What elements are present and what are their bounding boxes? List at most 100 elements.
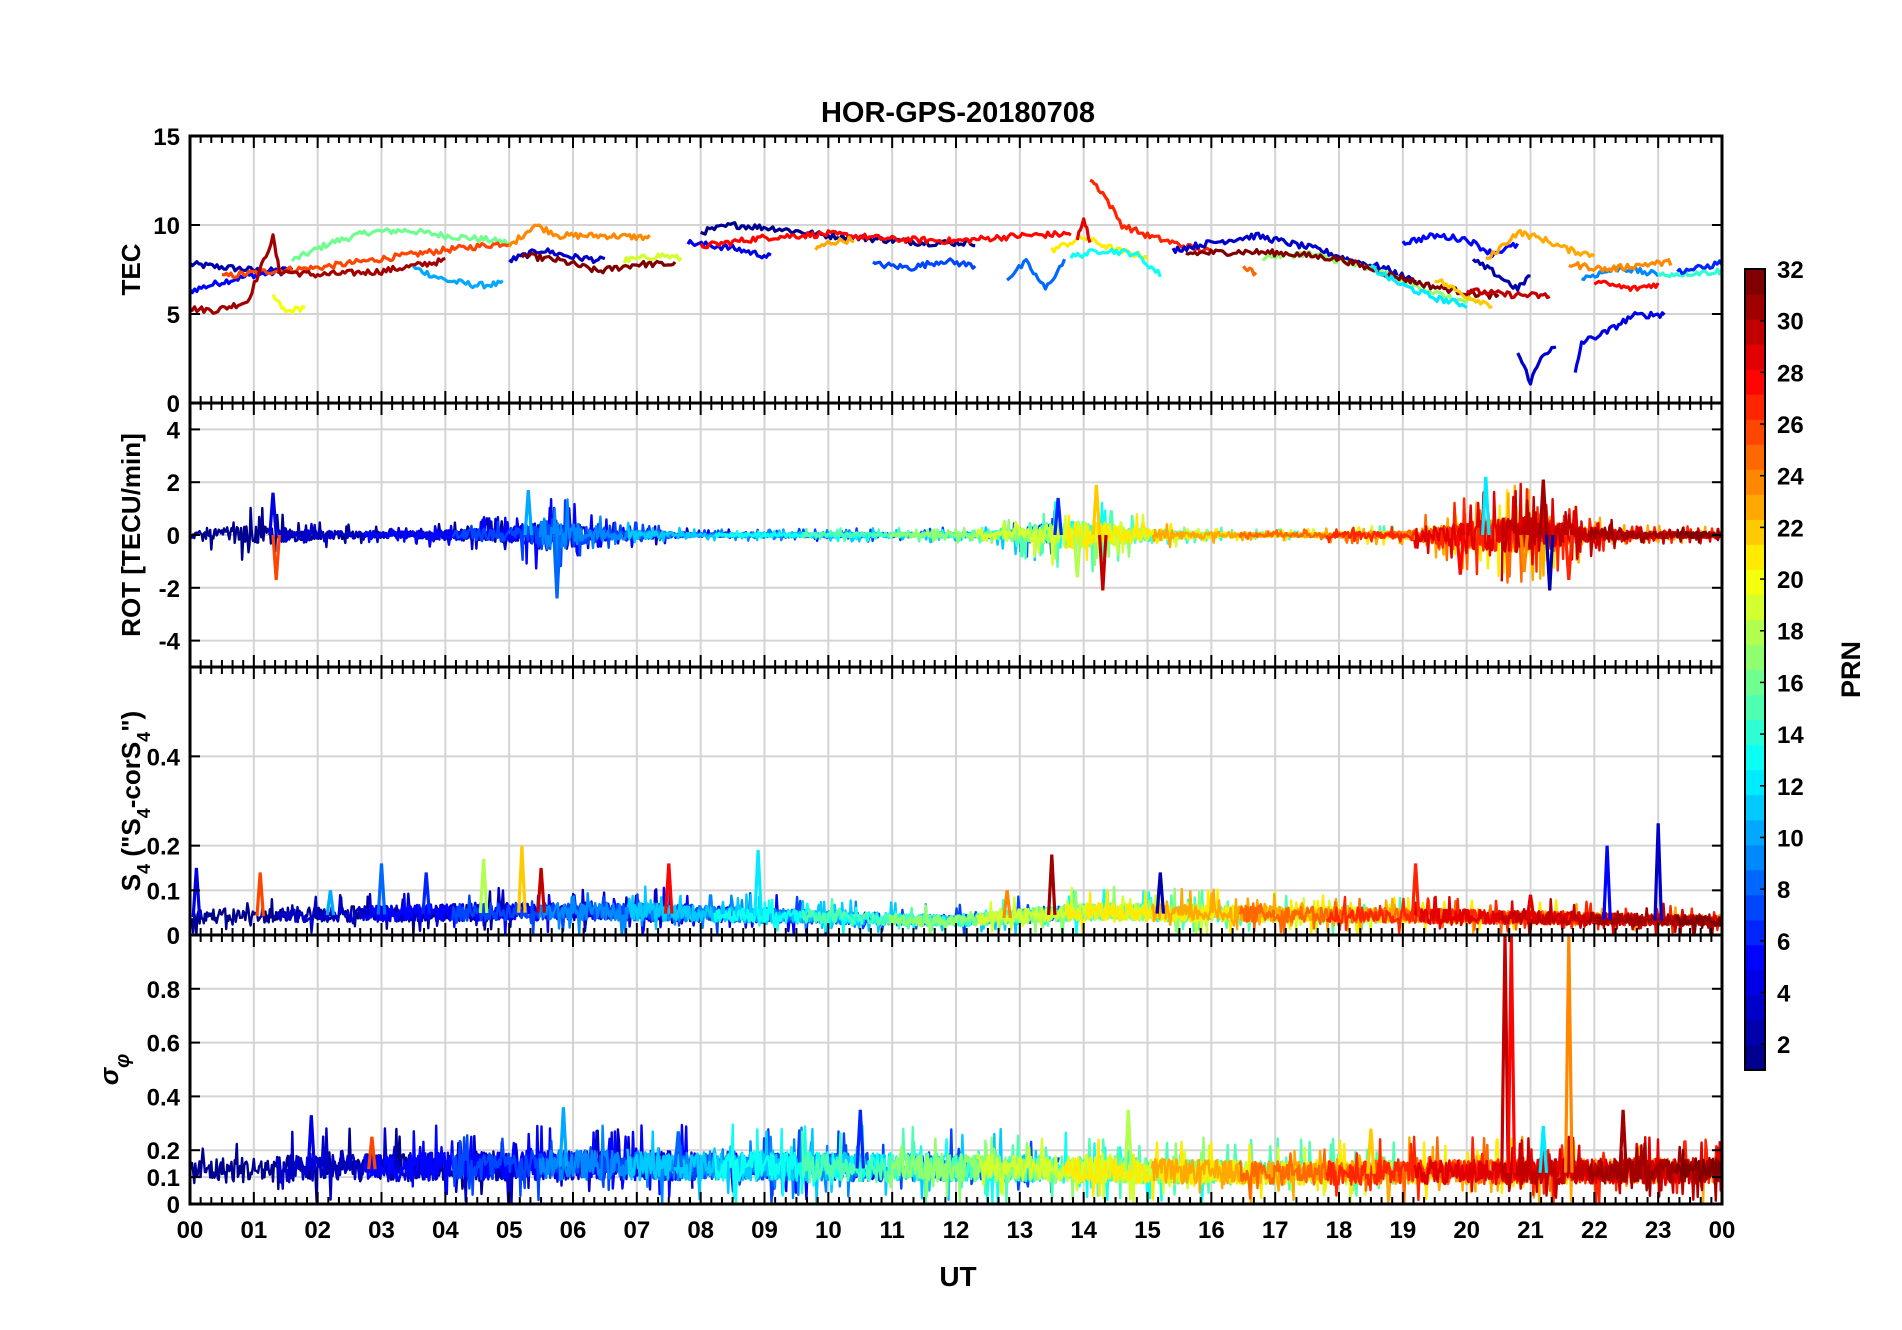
sigma_phi-peak bbox=[1618, 1109, 1628, 1173]
tec-series-prn-29 bbox=[1075, 217, 1092, 244]
x-tick-label: 15 bbox=[1134, 1217, 1161, 1244]
x-tick-label: 20 bbox=[1453, 1217, 1480, 1244]
y-tick-label: 0.8 bbox=[147, 977, 180, 1004]
x-tick-label: 09 bbox=[751, 1217, 778, 1244]
sigma_phi-peak bbox=[1123, 1109, 1134, 1172]
colorbar-band bbox=[1745, 1019, 1765, 1046]
tec-series-prn-27 bbox=[1089, 178, 1212, 254]
sigma_phi-peak bbox=[1564, 935, 1574, 1173]
y-tick-label: -4 bbox=[159, 629, 181, 656]
s4-peak bbox=[1410, 863, 1421, 917]
x-tick-label: 17 bbox=[1262, 1217, 1289, 1244]
s4-peak bbox=[478, 859, 489, 914]
colorbar-tick-label: 30 bbox=[1777, 309, 1804, 336]
s4-peak bbox=[1002, 890, 1012, 919]
colorbar-tick-label: 10 bbox=[1777, 825, 1804, 852]
colorbar-tick-label: 16 bbox=[1777, 670, 1804, 697]
colorbar-band bbox=[1745, 794, 1765, 821]
colorbar-band bbox=[1745, 894, 1765, 921]
colorbar-band bbox=[1745, 569, 1765, 595]
y-tick-label: 0.6 bbox=[147, 1031, 180, 1058]
x-tick-label: 02 bbox=[304, 1217, 331, 1244]
sigma_phi-peak bbox=[367, 1136, 377, 1170]
x-tick-label: 16 bbox=[1198, 1217, 1225, 1244]
tec-series-prn-7 bbox=[872, 257, 977, 272]
tec-series-prn-5 bbox=[190, 268, 287, 295]
y-tick-label: 0 bbox=[167, 391, 180, 418]
colorbar-tick-label: 24 bbox=[1777, 464, 1804, 491]
tec-series-prn-6 bbox=[1676, 259, 1722, 276]
x-tick-label: 08 bbox=[687, 1217, 714, 1244]
colorbar-tick-label: 18 bbox=[1777, 619, 1804, 646]
x-tick-label: 01 bbox=[240, 1217, 267, 1244]
tec-series-prn-4 bbox=[686, 239, 772, 260]
gridlines bbox=[190, 935, 1722, 1204]
colorbar-band bbox=[1745, 294, 1765, 320]
colorbar-band bbox=[1745, 994, 1765, 1021]
tec-series-prn-10 bbox=[412, 265, 504, 290]
y-tick-label: 0.2 bbox=[147, 1138, 180, 1165]
x-tick-labels: 00 01 02 03 04 05 06 07 08 09 10 11 12 13 14 15 16 17 18 19… bbox=[177, 1217, 1736, 1244]
sigma_phi-peak bbox=[855, 1109, 865, 1169]
y-axis-label-rot: ROT [TECU/min] bbox=[116, 433, 146, 637]
s4-peak bbox=[536, 867, 546, 913]
s4-peak bbox=[1602, 845, 1612, 920]
rot-peak bbox=[1538, 479, 1549, 536]
tec-series-prn-2 bbox=[1471, 258, 1531, 292]
tec-series-prn-24 bbox=[1568, 258, 1673, 273]
tec-series-prn-19 bbox=[622, 252, 683, 264]
x-tick-label: 13 bbox=[1006, 1217, 1033, 1244]
colorbar-band bbox=[1745, 844, 1765, 871]
x-tick-label: 06 bbox=[560, 1217, 587, 1244]
tec-series-prn-31 bbox=[190, 233, 446, 315]
colorbar-band bbox=[1745, 919, 1765, 946]
tec-series-prn-23 bbox=[1485, 228, 1596, 260]
s4-peak bbox=[517, 845, 527, 913]
colorbar-tick-label: 2 bbox=[1777, 1032, 1790, 1059]
colorbar-band bbox=[1745, 444, 1765, 470]
colorbar-tick-label: 4 bbox=[1777, 980, 1791, 1007]
s4-series-prn-9 bbox=[538, 892, 861, 935]
s4-series-prn-32 bbox=[1675, 914, 1722, 934]
tec-series-prn-16 bbox=[290, 227, 510, 263]
x-tick-label: 04 bbox=[432, 1217, 459, 1244]
sigma_phi-peak bbox=[306, 1115, 317, 1171]
colorbar-frame bbox=[1744, 268, 1766, 1071]
series-group bbox=[190, 823, 1722, 935]
tec-series-prn-1 bbox=[699, 221, 976, 248]
colorbar-band bbox=[1745, 594, 1765, 620]
tec-series-prn-32 bbox=[1185, 248, 1500, 300]
colorbar-tick-label: 20 bbox=[1777, 567, 1804, 594]
sigma_phi-peak bbox=[1366, 1128, 1376, 1174]
tec-series-prn-30 bbox=[1465, 287, 1551, 300]
tec-series-prn-13 bbox=[1069, 247, 1162, 278]
rot-peak bbox=[1455, 534, 1466, 575]
tec-series-prn-14 bbox=[1657, 267, 1722, 279]
colorbar-band bbox=[1745, 494, 1765, 520]
rot-series-prn-32 bbox=[1675, 528, 1722, 544]
panel-sigma_phi: 00.10.20.40.60.8σφ bbox=[94, 933, 1724, 1219]
s4-peak bbox=[255, 872, 265, 917]
x-tick-label: 05 bbox=[496, 1217, 523, 1244]
sigma_phi-peak bbox=[1500, 935, 1510, 1174]
y-tick-label: 15 bbox=[153, 124, 180, 151]
s4-peak bbox=[1525, 894, 1536, 919]
y-tick-label: 0.1 bbox=[147, 878, 180, 905]
rot-peak bbox=[271, 534, 281, 581]
rot-peak bbox=[1091, 484, 1102, 536]
colorbar-band bbox=[1745, 744, 1765, 771]
colorbar-band bbox=[1745, 394, 1765, 420]
series-group bbox=[190, 476, 1722, 599]
tec-series-prn-32 bbox=[520, 251, 677, 275]
y-tick-label: 0.2 bbox=[147, 834, 180, 861]
colorbar-band bbox=[1745, 419, 1765, 445]
tec-series-prn-12 bbox=[1370, 264, 1468, 310]
colorbar-band bbox=[1745, 944, 1765, 971]
series-group bbox=[190, 935, 1722, 1204]
colorbar-band bbox=[1745, 969, 1765, 996]
x-tick-label: 10 bbox=[815, 1217, 842, 1244]
y-ticks: 0 5 10 15 bbox=[153, 124, 1722, 418]
